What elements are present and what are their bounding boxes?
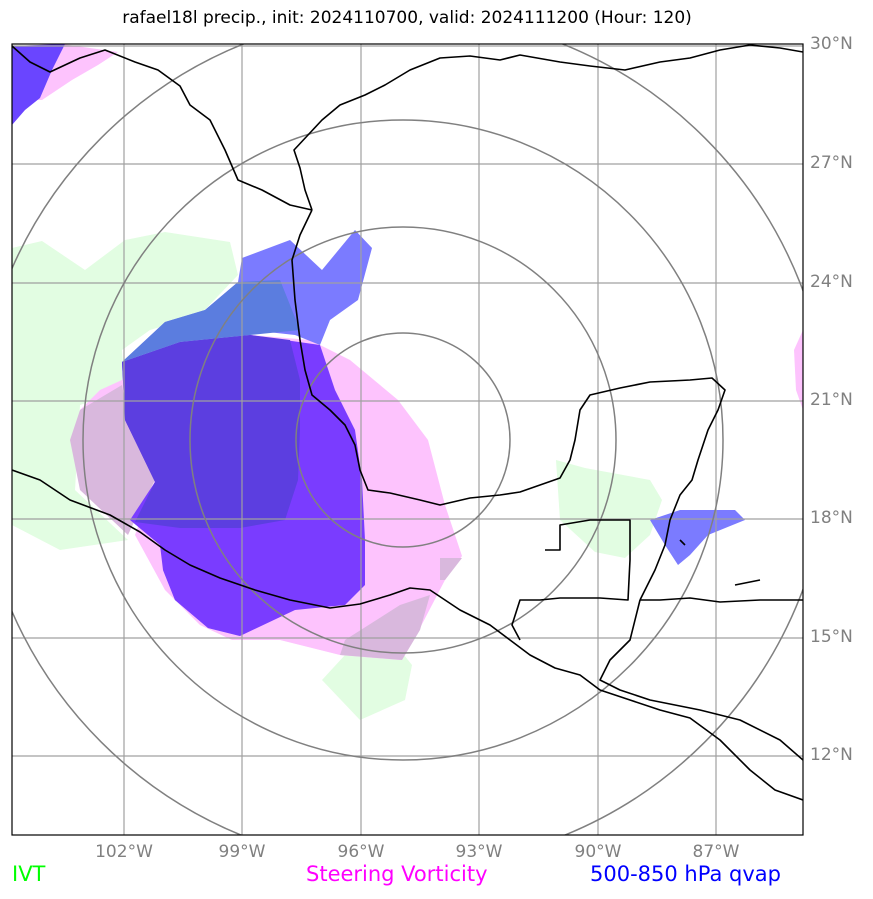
range-ring-3 bbox=[82, 119, 724, 761]
map-title: rafael18l precip., init: 2024110700, val… bbox=[122, 8, 692, 28]
qvap-region-ivt-overlap bbox=[122, 280, 300, 362]
lat-label-18n: 18°N bbox=[810, 508, 853, 528]
lon-label-93w: 93°W bbox=[455, 842, 503, 862]
qvap-region-overlap-dark bbox=[122, 335, 300, 528]
ivt-region-south bbox=[322, 650, 412, 720]
lon-label-99w: 99°W bbox=[218, 842, 266, 862]
ivt-region-west bbox=[12, 232, 238, 550]
qvap-region-east bbox=[650, 510, 745, 565]
belize-honduras-coast bbox=[640, 597, 803, 603]
range-ring-2 bbox=[189, 226, 617, 654]
island-1 bbox=[734, 579, 761, 586]
ivt-region-yucatan bbox=[556, 460, 662, 558]
legend-qvap: 500-850 hPa qvap bbox=[590, 862, 781, 886]
lat-label-21n: 21°N bbox=[810, 390, 853, 410]
coastlines bbox=[12, 44, 803, 801]
lat-label-24n: 24°N bbox=[810, 272, 853, 292]
legend-steering-vorticity: Steering Vorticity bbox=[306, 862, 488, 886]
vorticity-field bbox=[12, 44, 803, 660]
ivt-vorticity-overlap-gulf bbox=[440, 558, 462, 580]
central-america-interior bbox=[599, 599, 803, 761]
range-ring-1 bbox=[295, 332, 511, 548]
ivt-vorticity-overlap-south bbox=[340, 595, 430, 660]
island-2 bbox=[679, 539, 686, 546]
lon-label-90w: 90°W bbox=[574, 842, 622, 862]
gulf-coast-texas bbox=[293, 44, 803, 211]
graticule bbox=[12, 44, 803, 835]
vorticity-region-east-edge bbox=[794, 330, 803, 410]
pacific-coast-mexico bbox=[12, 469, 803, 801]
lat-label-30n: 30°N bbox=[810, 34, 853, 54]
ivt-vorticity-overlap bbox=[70, 385, 155, 535]
qvap-region-northwest bbox=[12, 44, 65, 125]
lon-label-102w: 102°W bbox=[95, 842, 153, 862]
lat-label-15n: 15°N bbox=[810, 627, 853, 647]
lon-label-87w: 87°W bbox=[692, 842, 740, 862]
legend-ivt: IVT bbox=[12, 862, 46, 886]
lat-label-27n: 27°N bbox=[810, 153, 853, 173]
guatemala-border bbox=[511, 519, 631, 641]
ivt-field bbox=[12, 232, 662, 720]
plot-frame bbox=[11, 43, 804, 836]
lon-label-96w: 96°W bbox=[337, 842, 385, 862]
us-mexico-border bbox=[12, 45, 313, 211]
gulf-coast-mexico bbox=[291, 209, 726, 601]
range-rings bbox=[12, 44, 803, 835]
lat-label-12n: 12°N bbox=[810, 745, 853, 765]
